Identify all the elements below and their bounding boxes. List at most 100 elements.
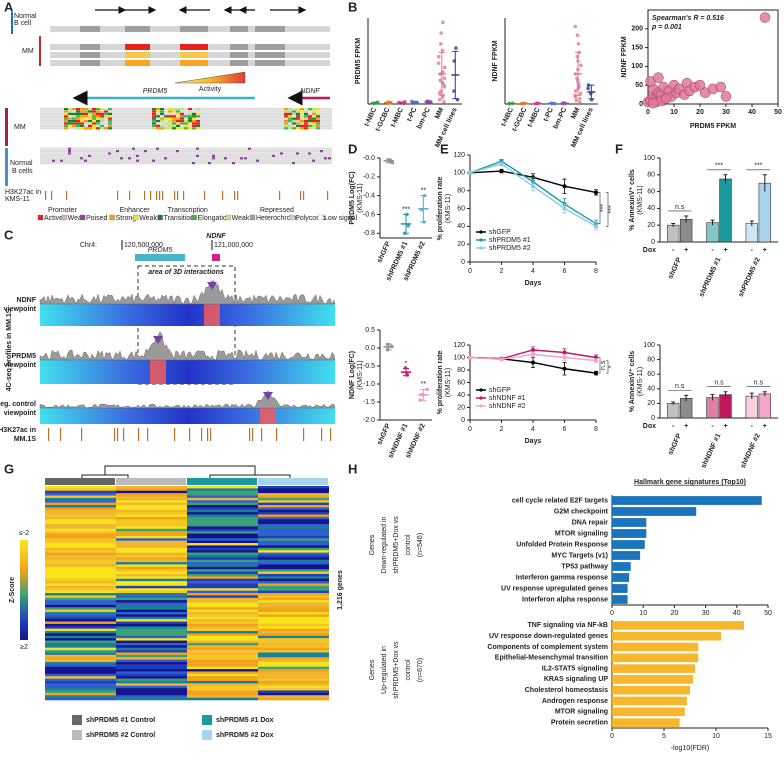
legend-swatch (79, 214, 86, 221)
heatmap-row (187, 512, 258, 515)
heatmap-row (187, 678, 258, 682)
heatmap-row (116, 531, 187, 534)
heatmap-row (45, 521, 116, 525)
y-tick-label: 0 (651, 239, 655, 246)
chromatin-state (224, 157, 227, 160)
heatmap-row (45, 540, 116, 544)
heatmap-row (116, 519, 187, 522)
heatmap-row (45, 507, 116, 511)
heatmap-row (116, 512, 187, 515)
h3k27ac-peak (237, 191, 239, 200)
y-tick-label: 20 (647, 400, 655, 407)
heatmap-row (45, 621, 116, 625)
heatmap-row (258, 688, 329, 691)
y-tick-label: 150 (631, 44, 643, 51)
heatmap-row (116, 514, 187, 518)
heatmap-row (258, 593, 329, 596)
track-block (230, 44, 248, 50)
chromatin-state (160, 124, 164, 127)
heatmap-row (187, 557, 258, 561)
gene-label: PRDM5 (148, 247, 173, 254)
y-axis-note: (KMS-11) (357, 183, 364, 212)
heatmap-row (116, 612, 187, 615)
x-tick-label: t-PC (406, 107, 418, 123)
chromatin-state (76, 110, 80, 113)
heatmap-row (45, 695, 116, 698)
ramp-label: Activity (199, 86, 222, 93)
chromatin-state (196, 112, 200, 115)
x-tick-label: 8 (594, 426, 598, 433)
track-block (255, 44, 285, 50)
chromatin-state (176, 112, 180, 115)
chromatin-state (108, 120, 112, 123)
x-axis-label: Days (525, 438, 542, 445)
panel-letter: G (4, 461, 14, 476)
track-label: H3K27ac in (0, 427, 36, 434)
side-label: control (405, 659, 412, 680)
chromatin-state (136, 159, 139, 162)
heatmap-row (45, 666, 116, 670)
track-label: MM (22, 48, 34, 55)
heatmap-row (187, 540, 258, 544)
data-point (442, 100, 446, 104)
data-point (436, 61, 441, 65)
heatmap-row (116, 588, 187, 591)
heatmap-row (187, 657, 258, 660)
heatmap-row (116, 526, 187, 530)
chromatin-state (84, 115, 88, 118)
viewpoint-marker (207, 282, 217, 290)
legend-swatch (289, 214, 295, 221)
y-tick-label: IL2-STAT5 signaling (542, 665, 608, 672)
factor-level: - (751, 247, 754, 254)
y-tick-label: 120 (453, 152, 465, 159)
factor-level: + (684, 247, 688, 254)
h3k27ac-peak (177, 191, 179, 200)
heatmap-row (187, 585, 258, 589)
heatmap-row (187, 626, 258, 629)
heatmap-row (116, 638, 187, 641)
bar (612, 642, 699, 652)
y-tick-label: UV response down-regulated genes (489, 633, 608, 640)
panel-letter: C (4, 227, 14, 242)
heatmap-row (187, 578, 258, 582)
column-group (187, 478, 257, 485)
y-tick-label: 0.5 (365, 327, 375, 334)
chromatin-state (304, 122, 308, 125)
chromatin-state (300, 120, 304, 123)
error-bar (412, 100, 418, 104)
heatmap-row (258, 488, 329, 492)
error-bar (723, 391, 728, 398)
heatmap-row (45, 573, 116, 577)
heatmap-row (258, 600, 329, 603)
y-tick-label: MYC Targets (v1) (551, 552, 608, 559)
heatmap-row (45, 623, 116, 627)
chromatin-state (312, 110, 316, 113)
chromatin-state (168, 127, 172, 130)
side-label: Down-regulated in (381, 516, 388, 573)
data-point (562, 355, 567, 360)
track-label: Normal (10, 160, 33, 167)
chromatin-state (304, 124, 308, 127)
heatmap-row (45, 680, 116, 684)
heatmap-row (116, 593, 187, 596)
chromatin-state (292, 120, 296, 123)
legend-label: Weak (68, 215, 86, 222)
track-label: Normal (14, 13, 37, 20)
y-tick-label: KRAS signaling UP (544, 676, 609, 683)
chromatin-state (316, 120, 320, 123)
chromatin-state (196, 154, 199, 157)
y-axis-label: PRDM5 Log(FC) (349, 171, 356, 224)
heatmap-row (258, 609, 329, 613)
chromatin-state (304, 127, 308, 130)
heatmap-row (187, 688, 258, 691)
heatmap-row (116, 502, 187, 506)
chromatin-state (172, 115, 176, 118)
data-point (425, 387, 430, 392)
chromatin-state (172, 124, 176, 127)
bar (719, 394, 732, 419)
h3k27ac-peak (252, 428, 254, 441)
h3k27ac-peak (207, 428, 209, 441)
data-point (442, 76, 447, 80)
error-bar (671, 401, 676, 405)
error-bar (749, 220, 754, 227)
